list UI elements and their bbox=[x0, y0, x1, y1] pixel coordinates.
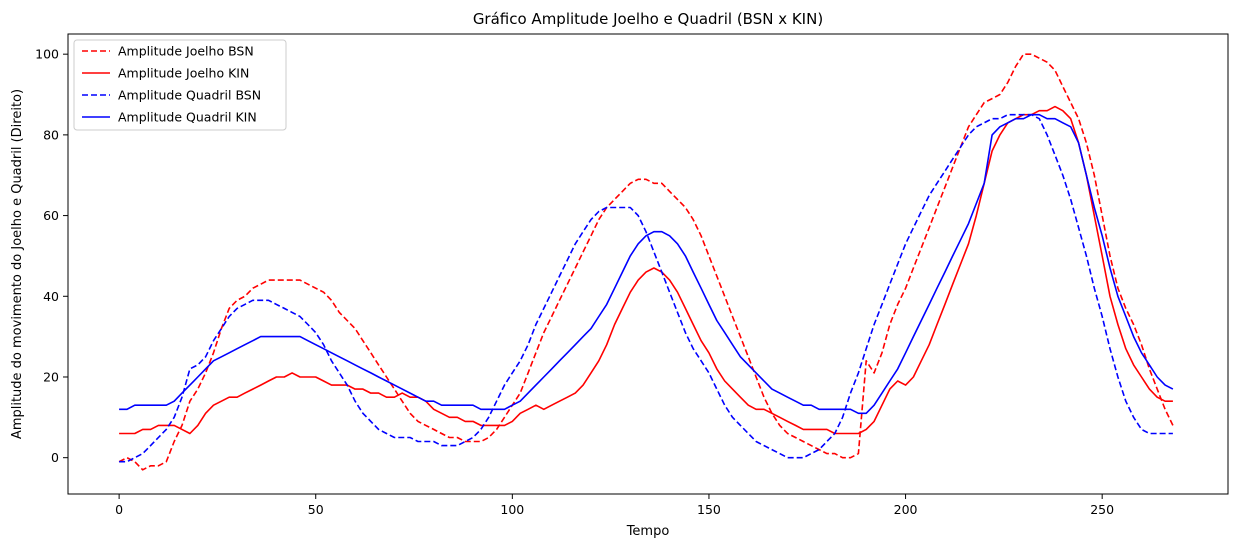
legend-label-3: Amplitude Quadril BSN bbox=[118, 88, 261, 103]
chart-title: Gráfico Amplitude Joelho e Quadril (BSN … bbox=[473, 10, 823, 28]
y-tick-label: 100 bbox=[35, 47, 59, 62]
y-tick-label: 40 bbox=[43, 289, 59, 304]
x-axis: 0 50 100 150 200 250 bbox=[115, 494, 1114, 517]
legend-label-1: Amplitude Joelho BSN bbox=[118, 44, 254, 59]
y-tick-label: 20 bbox=[43, 369, 59, 384]
x-tick-label: 0 bbox=[115, 502, 123, 517]
legend-label-2: Amplitude Joelho KIN bbox=[118, 66, 249, 81]
x-tick-label: 150 bbox=[697, 502, 721, 517]
x-tick-label: 250 bbox=[1090, 502, 1114, 517]
y-tick-label: 80 bbox=[43, 127, 59, 142]
legend-label-4: Amplitude Quadril KIN bbox=[118, 110, 257, 125]
x-axis-title: Tempo bbox=[626, 524, 670, 539]
x-tick-label: 200 bbox=[894, 502, 918, 517]
plot-frame bbox=[67, 33, 1229, 495]
x-tick-label: 100 bbox=[500, 502, 524, 517]
x-tick-label: 50 bbox=[308, 502, 324, 517]
y-axis: 0 20 40 60 80 100 bbox=[35, 47, 68, 465]
series-line-4 bbox=[119, 113, 1174, 415]
series-line-2 bbox=[119, 105, 1173, 435]
series-line-1 bbox=[118, 53, 1174, 471]
legend-box bbox=[73, 39, 287, 131]
y-tick-label: 60 bbox=[43, 208, 59, 223]
y-tick-label: 0 bbox=[51, 450, 59, 465]
y-axis-title: Amplitude do movimento do Joelho e Quadr… bbox=[10, 89, 25, 439]
series-line-3 bbox=[119, 113, 1173, 463]
plot-area bbox=[67, 33, 1229, 495]
legend: Amplitude Joelho BSN Amplitude Joelho KIN… bbox=[73, 39, 287, 131]
